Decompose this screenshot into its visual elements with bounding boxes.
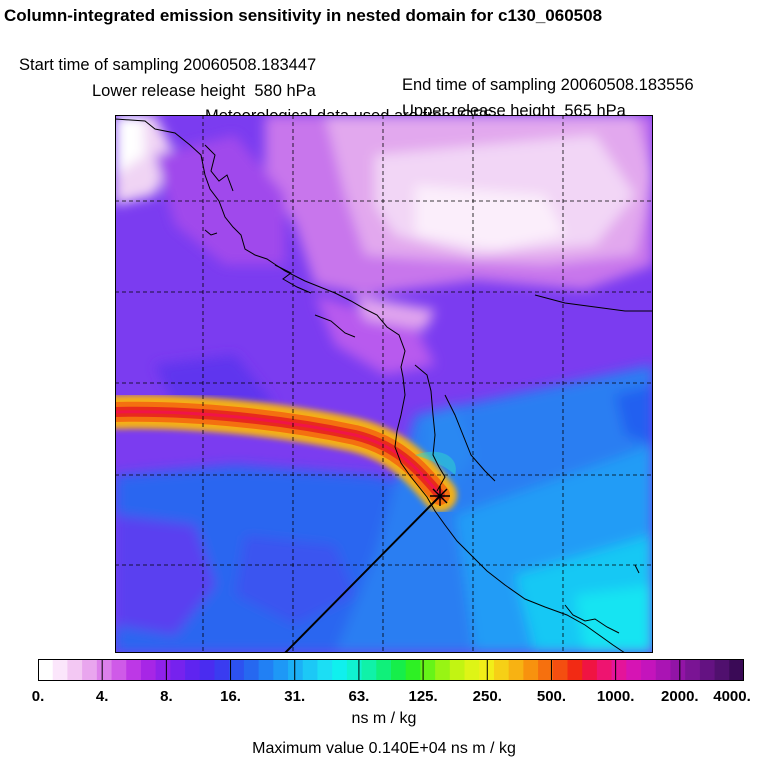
- colorbar-cell: [199, 659, 215, 681]
- colorbar-cell: [729, 659, 744, 681]
- graticule: [115, 115, 653, 653]
- colorbar-tick-label: 4.: [95, 688, 109, 705]
- colorbar-cell: [52, 659, 68, 681]
- colorbar-cell: [670, 659, 686, 681]
- colorbar-cell: [273, 659, 289, 681]
- coastline: [115, 118, 653, 653]
- colorbar-tick-label: 500.: [536, 688, 567, 705]
- colorbar-tick-label: 0.: [31, 688, 45, 705]
- colorbar-cell: [302, 659, 318, 681]
- colorbar-cell: [611, 659, 627, 681]
- end-time-label: End time of sampling 20060508.183556: [402, 76, 694, 94]
- maximum-value-label: Maximum value 0.140E+04 ns m / kg: [252, 740, 516, 757]
- colorbar-cell: [376, 659, 392, 681]
- colorbar-tick-label: 125.: [408, 688, 438, 705]
- colorbar-cell: [317, 659, 333, 681]
- colorbar-cell: [140, 659, 157, 681]
- colorbar-cell: [38, 659, 54, 681]
- colorbar-cell: [552, 659, 568, 681]
- colorbar-cell: [170, 659, 186, 681]
- colorbar-cell: [655, 659, 671, 681]
- colorbar-cell: [155, 659, 171, 681]
- plume: [115, 394, 457, 512]
- colorbar-cell: [596, 659, 613, 681]
- colorbar-cell: [82, 659, 98, 681]
- colorbar-cell: [126, 659, 142, 681]
- colorbar-cell: [243, 659, 260, 681]
- colorbar-tick-label: 2000.: [661, 688, 699, 705]
- colorbar-cell: [258, 659, 274, 681]
- colorbar-tick-label: 16.: [220, 688, 241, 705]
- release-point-marker: [430, 486, 450, 506]
- colorbar-cell: [361, 659, 377, 681]
- colorbar-cell: [464, 659, 480, 681]
- colorbar-cell: [332, 659, 348, 681]
- colorbar-tick-label: 31.: [284, 688, 306, 705]
- lower-release-label: Lower release height 580 hPa: [92, 82, 316, 100]
- colorbar-cell: [626, 659, 642, 681]
- colorbar-cell: [449, 659, 465, 681]
- colorbar-cell: [523, 659, 539, 681]
- colorbar-cell: [346, 659, 362, 681]
- colorbar-cell: [214, 659, 230, 681]
- colorbar-cell: [435, 659, 451, 681]
- colorbar-cell: [582, 659, 598, 681]
- map-frame: [115, 115, 653, 653]
- start-time-label: Start time of sampling 20060508.183447: [19, 56, 317, 74]
- colorbar-cell: [493, 659, 510, 681]
- colorbar-cell: [96, 659, 112, 681]
- colorbar-tick-label: 250.: [472, 688, 502, 705]
- flight-track: [284, 495, 441, 653]
- colorbar-cell: [508, 659, 524, 681]
- colorbar-cell: [567, 659, 583, 681]
- colorbar-cell: [714, 659, 730, 681]
- colorbar: [38, 659, 744, 681]
- colorbar-cell: [538, 659, 554, 681]
- plot-title: Column-integrated emission sensitivity i…: [4, 6, 603, 25]
- colorbar-cell: [699, 659, 715, 681]
- colorbar-tick-label: 63.: [348, 688, 370, 705]
- colorbar-cell: [111, 659, 127, 681]
- sensitivity-field: [115, 115, 653, 653]
- colorbar-cell: [641, 659, 657, 681]
- colorbar-tick-label: 8.: [160, 688, 173, 705]
- colorbar-cell: [229, 659, 245, 681]
- colorbar-cell: [685, 659, 701, 681]
- colorbar-cell: [391, 659, 407, 681]
- colorbar-tick-label: 4000.: [713, 688, 751, 705]
- colorbar-cell: [405, 659, 421, 681]
- colorbar-cell: [288, 659, 304, 681]
- colorbar-cell: [67, 659, 83, 681]
- colorbar-tick-label: 1000.: [596, 688, 635, 705]
- colorbar-cell: [420, 659, 436, 681]
- colorbar-cell: [185, 659, 201, 681]
- colorbar-units: ns m / kg: [351, 710, 417, 727]
- sampling-times: Start time of sampling 20060508.183447 E…: [0, 35, 768, 95]
- sensitivity-map: [115, 115, 653, 653]
